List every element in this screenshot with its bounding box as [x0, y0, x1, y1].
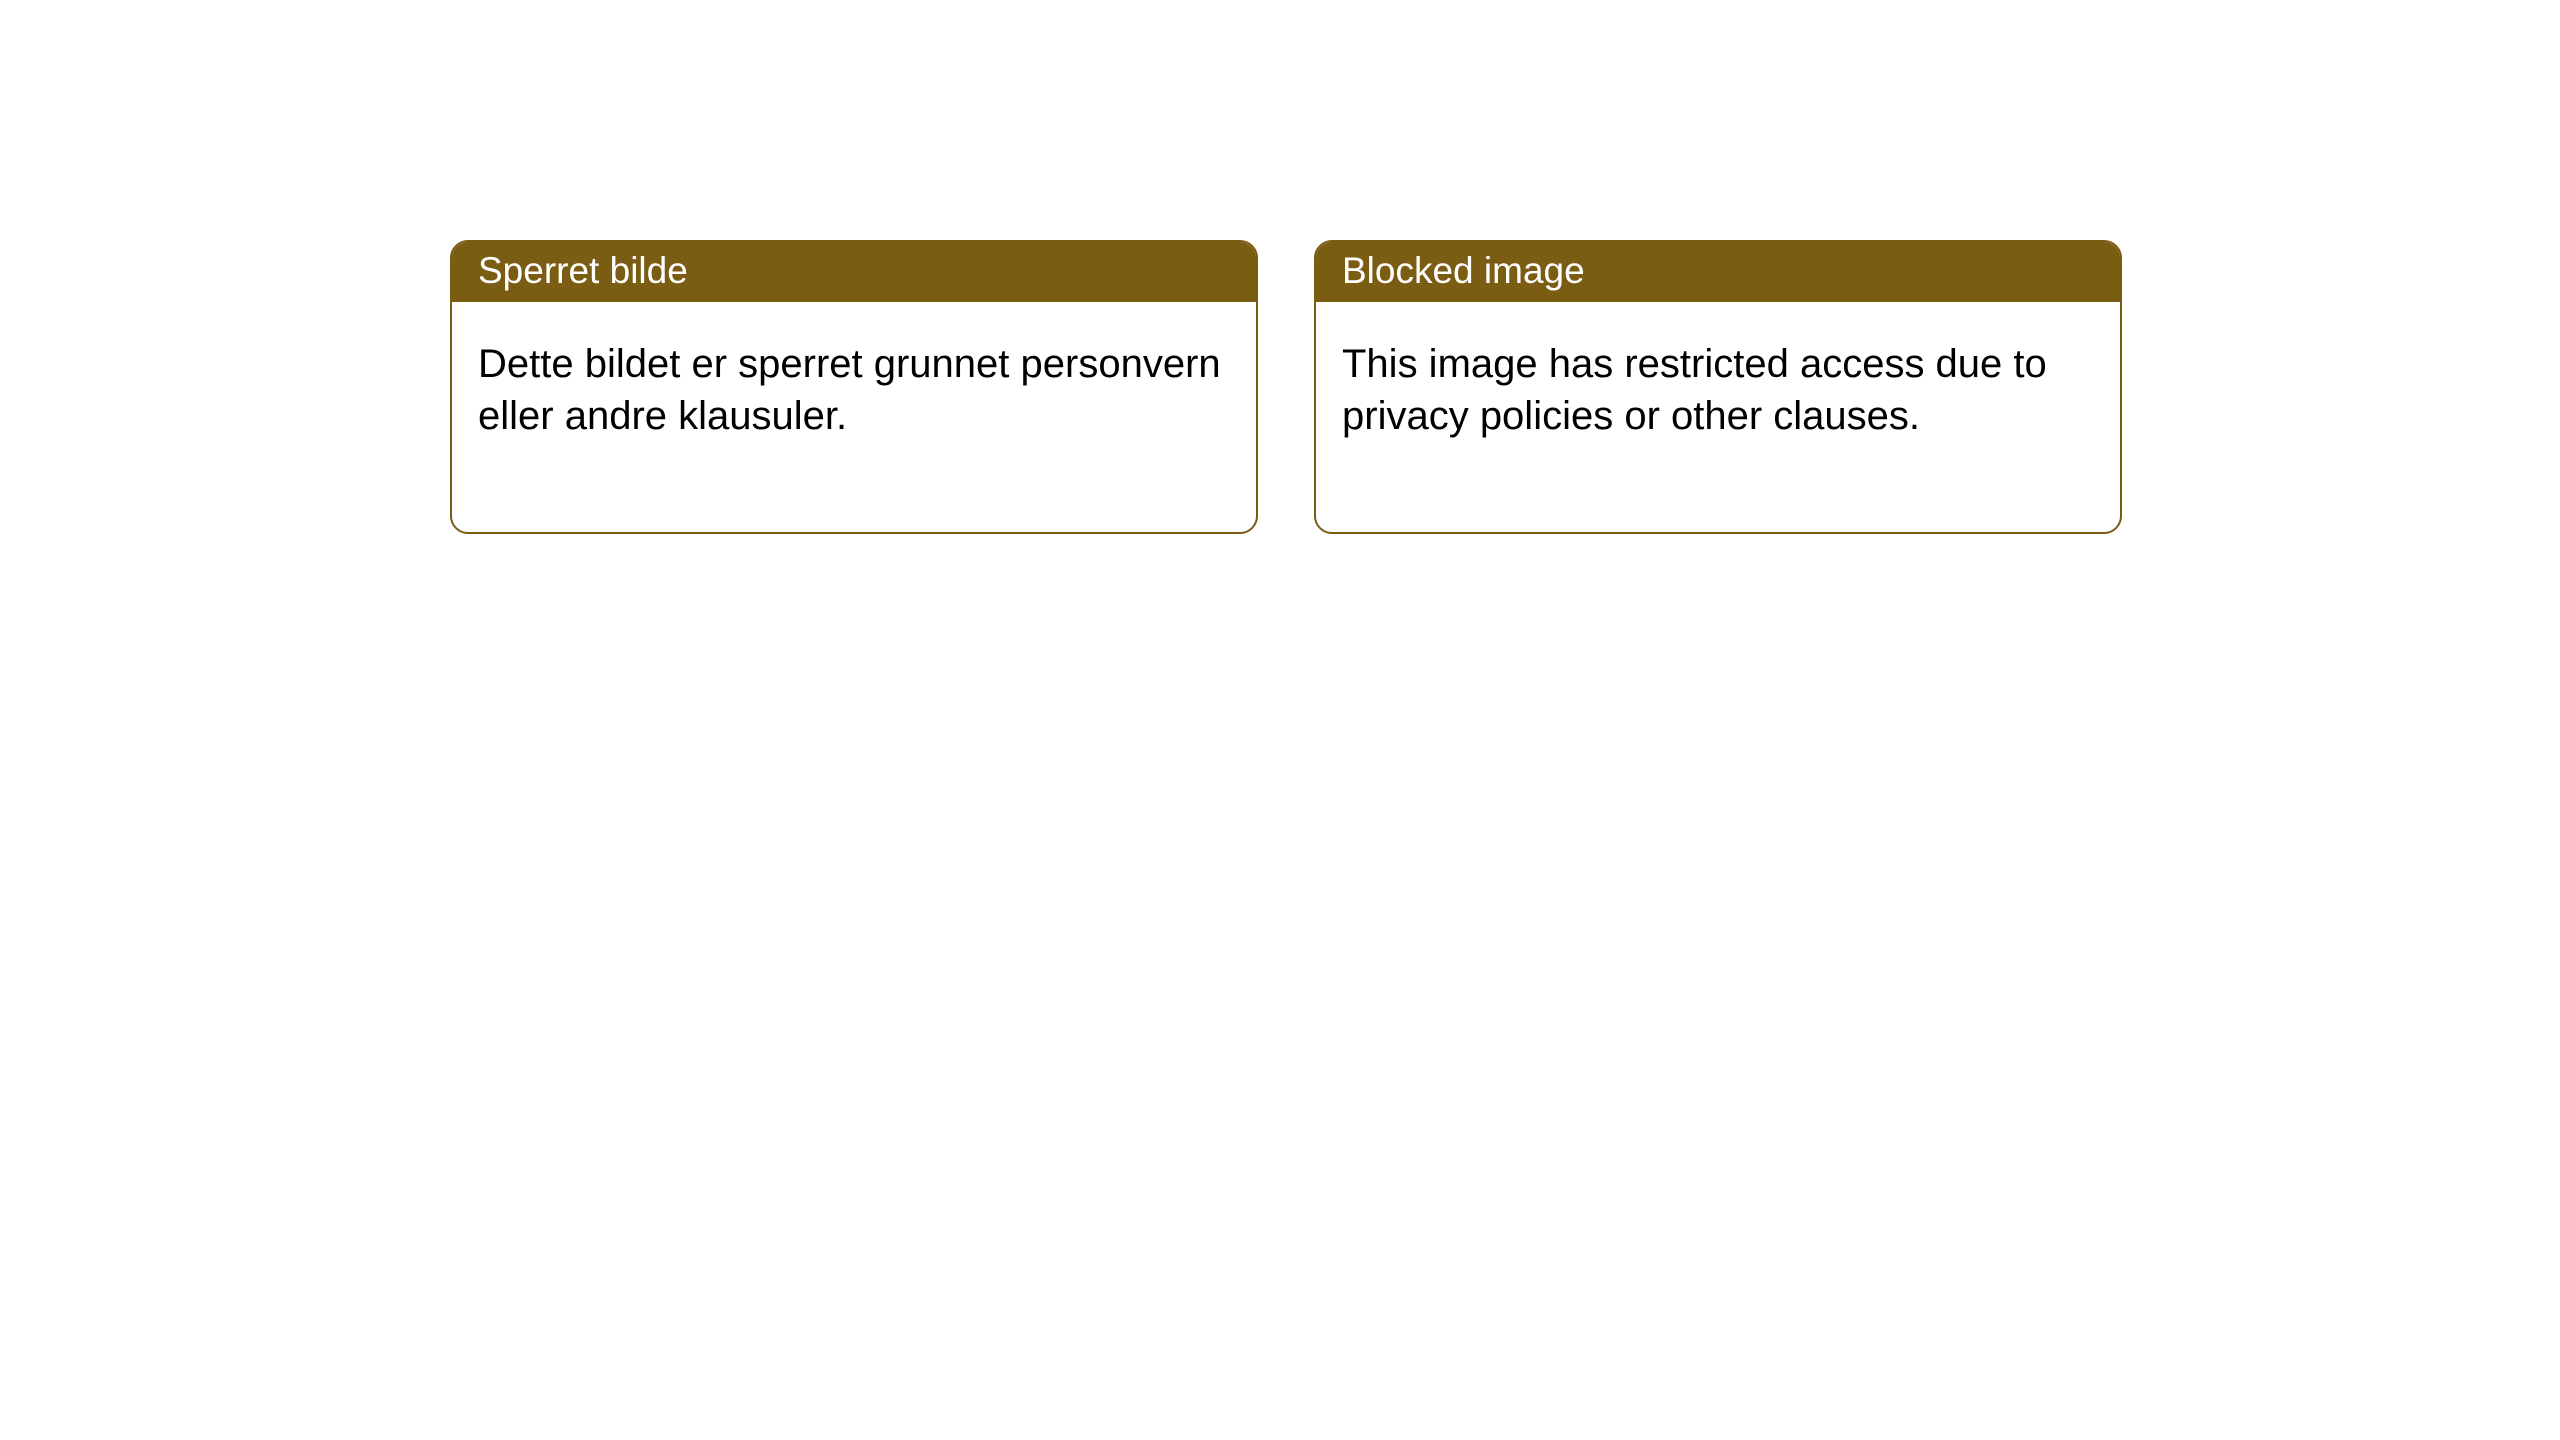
notice-box-norwegian: Sperret bilde Dette bildet er sperret gr… [450, 240, 1258, 534]
notice-box-english: Blocked image This image has restricted … [1314, 240, 2122, 534]
notice-title-norwegian: Sperret bilde [452, 242, 1256, 302]
notice-message-norwegian: Dette bildet er sperret grunnet personve… [452, 302, 1256, 532]
notices-container: Sperret bilde Dette bildet er sperret gr… [0, 0, 2560, 534]
notice-message-english: This image has restricted access due to … [1316, 302, 2120, 532]
notice-title-english: Blocked image [1316, 242, 2120, 302]
